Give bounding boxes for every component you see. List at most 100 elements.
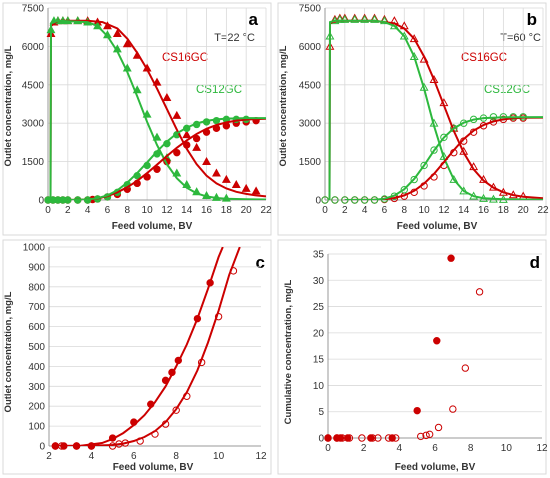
y-tick-label: 1500 [22,157,45,168]
lines-layer [328,19,543,200]
series-line-cs12gc-outlet [344,116,543,200]
x-tick-label: 10 [142,205,154,216]
marker-cs16gc [182,130,192,139]
marker-cs16gc [112,28,122,37]
y-tick-label: 0 [318,434,324,445]
y-tick-label: 1000 [23,243,46,254]
x-tick-label: 16 [478,205,490,216]
x-tick-label: 20 [241,205,253,216]
marker-cs16gc [241,183,251,192]
x-tick-label: 6 [105,205,111,216]
panel-a: Outlet concentration, mg/L Feed volume, … [2,2,272,236]
y-axis-label: Outlet concentration, mg/L [278,45,289,166]
marker-cs12gc-outlet [420,161,428,170]
y-tick-label: 5 [318,407,324,418]
marker-cs12gc [417,432,425,441]
x-tick-label: 4 [397,443,403,454]
marker-cs12gc-outlet [410,175,418,184]
series-line-cs12gc [328,19,543,200]
marker-cs16gc [433,337,441,345]
panel-frame [277,239,547,475]
marker-cs12gc [358,434,366,442]
marker-cs16gc [413,406,421,415]
panel-b: Outlet concentration, mg/L Feed volume, … [277,2,549,236]
x-tick-label: 14 [458,205,470,216]
x-axis-label: Feed volume, BV [397,221,478,232]
panel-frame [2,2,272,236]
marker-cs16gc-outlet [173,148,181,157]
x-tick-label: 0 [45,205,51,216]
series-line-cs16gc [49,19,266,200]
x-tick-label: 4 [85,205,91,216]
marker-cs12gc [368,434,377,442]
x-tick-label: 2 [361,443,367,454]
x-tick-label: 10 [419,205,431,216]
temperature-annotation: T=60 °C [500,32,541,44]
marker-cs12gc [434,423,443,432]
marker-cs12gc [374,434,382,442]
marker-cs16gc [172,110,182,119]
temperature-annotation: T=22 °C [214,32,255,44]
x-tick-label: 2 [46,451,52,462]
panel-label: d [530,253,540,272]
marker-cs12gc [459,186,469,195]
marker-cs12gc [345,434,354,442]
marker-cs16gc [330,14,340,23]
marker-cs12gc [475,288,484,296]
y-tick-label: 0 [315,196,321,207]
marker-cs16gc [221,174,231,183]
marker-cs16gc [202,156,211,165]
y-tick-label: 10 [313,381,325,392]
x-tick-label: 20 [518,205,530,216]
x-tick-label: 6 [432,443,438,454]
marker-cs16gc-outlet [153,165,161,173]
y-tick-label: 900 [28,262,45,273]
marker-cs12gc [384,434,393,442]
marker-cs12gc [360,14,370,23]
panel-label: b [527,10,537,29]
y-tick-label: 500 [28,342,45,353]
x-axis-label: Feed volume, BV [395,462,476,473]
panel-frame [2,239,272,475]
y-tick-label: 25 [313,302,325,313]
marker-cs16gc [231,180,241,189]
x-tick-label: 10 [213,451,225,462]
y-tick-label: 35 [313,250,325,261]
marker-cs12gc [350,14,360,23]
y-tick-label: 800 [28,282,45,293]
series-label-cs16gc: CS16GC [162,52,208,64]
lines-layer [49,19,266,200]
marker-cs12gc-outlet [440,133,448,141]
marker-cs12gc [449,405,457,413]
x-tick-label: 18 [221,205,233,216]
marker-cs12gc [172,406,180,414]
marker-cs12gc-outlet [321,196,329,204]
x-tick-label: 14 [181,205,193,216]
marker-cs16gc [447,254,455,262]
panel-label: c [256,253,265,272]
x-tick-label: 0 [322,205,328,216]
lines-layer [55,247,241,446]
panel-d: Cumulative concentration, mg/L Feed volu… [277,239,548,475]
y-tick-label: 3000 [22,119,45,130]
y-tick-label: 6000 [22,42,45,53]
marker-cs12gc [338,434,346,442]
y-tick-label: 0 [39,442,45,453]
markers-layer [324,254,484,442]
marker-cs16gc [192,142,202,151]
y-tick-label: 100 [28,422,45,433]
marker-cs12gc-outlet [460,119,468,127]
y-tick-label: 15 [313,355,325,366]
y-axis-label: Cumulative concentration, mg/L [283,279,294,424]
marker-cs12gc [461,364,470,372]
marker-cs12gc [324,434,332,442]
marker-cs16gc [162,92,172,101]
x-tick-label: 22 [537,205,549,216]
marker-cs12gc [422,431,430,440]
marker-cs12gc-outlet [400,186,408,194]
series-line-cs16gc [55,247,224,446]
x-tick-label: 12 [161,205,173,216]
panel-frame [277,2,547,236]
x-tick-label: 8 [124,205,130,216]
